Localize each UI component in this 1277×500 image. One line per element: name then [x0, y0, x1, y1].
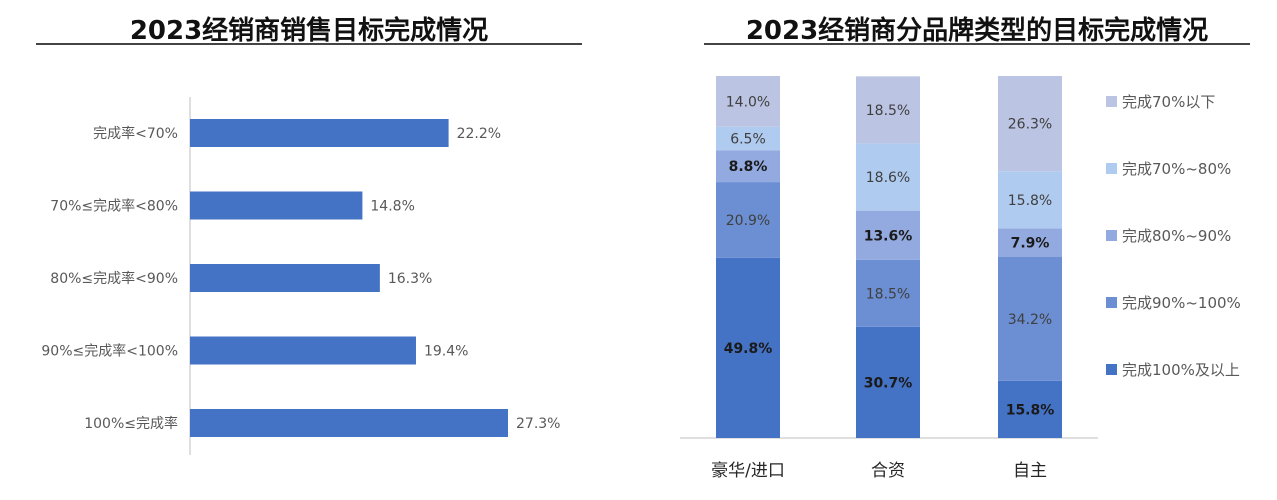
stack-segment: [716, 182, 780, 258]
legend-swatch: [1106, 96, 1117, 107]
left-category-label: 90%≤完成率<100%: [41, 343, 178, 360]
right-category-label: 合资: [871, 461, 905, 481]
stack-segment: [998, 171, 1062, 229]
segment-value-label: 49.8%: [724, 341, 773, 357]
left-category-label: 100%≤完成率: [84, 415, 178, 432]
legend-label: 完成80%~90%: [1122, 227, 1231, 245]
stack-segment: [716, 76, 780, 127]
segment-value-label: 13.6%: [864, 228, 913, 244]
legend-swatch: [1106, 364, 1117, 375]
segment-value-label: 8.8%: [729, 159, 768, 175]
stack-segment: [856, 143, 920, 211]
left-title-underline: [36, 43, 582, 45]
legend-swatch: [1106, 163, 1117, 174]
legend-label: 完成100%及以上: [1122, 361, 1240, 379]
legend-swatch: [1106, 297, 1117, 308]
segment-value-label: 15.8%: [1008, 193, 1052, 209]
right-category-label: 自主: [1013, 461, 1047, 481]
stack-segment: [998, 257, 1062, 381]
legend-swatch: [1106, 230, 1117, 241]
left-bar: [190, 191, 363, 220]
left-value-label: 27.3%: [516, 416, 560, 432]
stack-segment: [856, 326, 920, 438]
segment-value-label: 7.9%: [1011, 236, 1050, 252]
right-title-underline: [704, 43, 1250, 45]
left-value-label: 14.8%: [370, 199, 414, 215]
segment-value-label: 30.7%: [864, 375, 913, 391]
stack-segment: [716, 150, 780, 183]
left-category-label: 80%≤完成率<90%: [50, 270, 178, 287]
segment-value-label: 26.3%: [1008, 117, 1052, 133]
segment-value-label: 20.9%: [726, 213, 770, 229]
stack-segment: [856, 210, 920, 260]
left-bar: [190, 336, 416, 365]
stack-segment: [716, 126, 780, 151]
segment-value-label: 34.2%: [1008, 312, 1052, 328]
segment-value-label: 18.5%: [866, 103, 910, 119]
legend-label: 完成90%~100%: [1122, 294, 1241, 312]
left-chart-title: 2023经销商销售目标完成情况: [129, 16, 489, 46]
left-value-label: 19.4%: [424, 344, 468, 360]
left-bar: [190, 119, 449, 147]
legend-label: 完成70%~80%: [1122, 160, 1231, 178]
stack-segment: [856, 259, 920, 327]
legend-label: 完成70%以下: [1122, 93, 1215, 111]
stack-segment: [998, 228, 1062, 257]
segment-value-label: 6.5%: [730, 131, 766, 147]
segment-value-label: 18.6%: [866, 170, 910, 186]
right-category-label: 豪华/进口: [711, 460, 785, 481]
left-category-label: 70%≤完成率<80%: [50, 198, 178, 215]
left-value-label: 16.3%: [388, 271, 432, 287]
segment-value-label: 14.0%: [726, 94, 770, 110]
right-chart-title: 2023经销商分品牌类型的目标完成情况: [745, 16, 1209, 46]
stack-segment: [856, 76, 920, 144]
left-category-label: 完成率<70%: [93, 125, 178, 142]
segment-value-label: 18.5%: [866, 286, 910, 302]
segment-value-label: 15.8%: [1006, 402, 1055, 418]
left-bar: [190, 264, 380, 292]
left-value-label: 22.2%: [457, 126, 501, 142]
stack-segment: [998, 380, 1062, 438]
stack-segment: [716, 257, 780, 438]
stack-segment: [998, 76, 1062, 172]
left-bar: [190, 409, 508, 437]
